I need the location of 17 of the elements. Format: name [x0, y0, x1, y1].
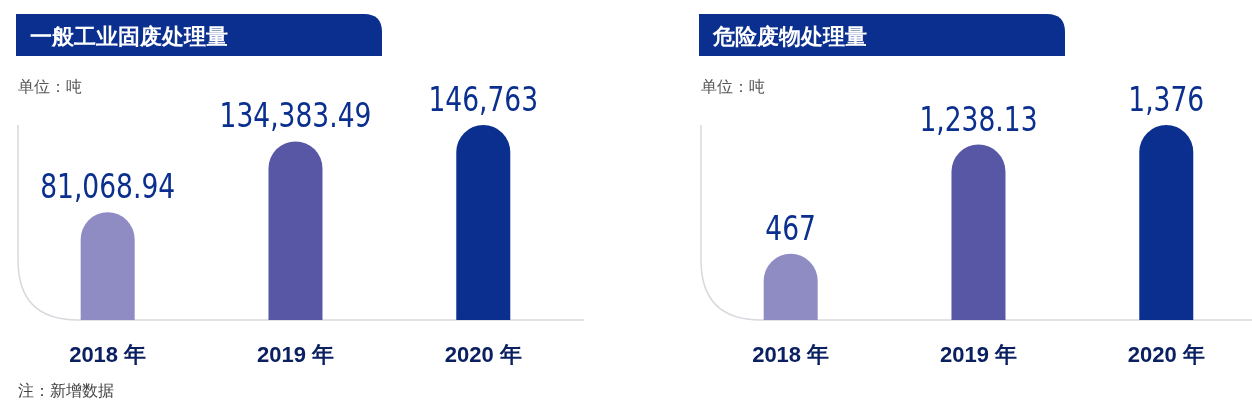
x-tick-label: 2019 年	[256, 342, 335, 367]
x-tick-label: 2018 年	[69, 342, 147, 367]
data-label: 1,376	[1128, 79, 1205, 119]
x-tick-label: 2019 年	[939, 342, 1018, 367]
chart-title: 危险废物处理量	[712, 24, 867, 49]
data-label: 81,068.94	[40, 167, 176, 207]
chart-title: 一般工业固废处理量	[30, 24, 228, 49]
data-label: 1,238.13	[919, 99, 1038, 139]
data-label: 134,383.49	[219, 96, 372, 136]
text: 注：新增数据	[18, 382, 114, 399]
data-label: 467	[765, 208, 816, 248]
x-tick-label: 2018 年	[752, 342, 830, 367]
chart-subtitle: 单位：吨	[18, 78, 82, 95]
x-tick-label: 2020 年	[1127, 342, 1205, 367]
chart-subtitle: 单位：吨	[701, 78, 765, 95]
x-tick-label: 2020 年	[444, 342, 522, 367]
data-label: 146,763	[428, 79, 539, 119]
